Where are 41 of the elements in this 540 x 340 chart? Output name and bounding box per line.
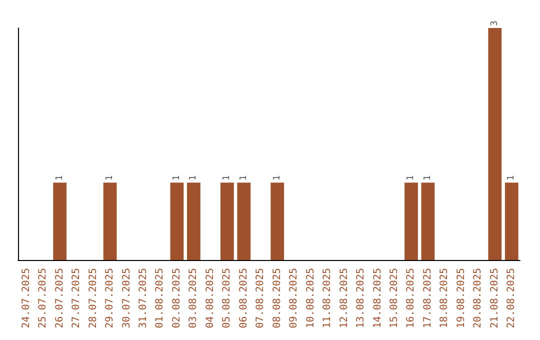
x-tick-label: 01.08.2025 <box>154 268 166 328</box>
data-label: 1 <box>506 175 517 181</box>
x-tick-label: 05.08.2025 <box>222 268 233 328</box>
x-tick-label: 11.08.2025 <box>322 268 334 328</box>
data-label: 1 <box>272 175 282 181</box>
x-tick-label: 10.08.2025 <box>305 268 316 328</box>
x-tick-label: 02.08.2025 <box>171 268 182 328</box>
data-label: 1 <box>406 175 416 181</box>
x-tick-label: 13.08.2025 <box>356 268 367 328</box>
x-tick-label: 04.08.2025 <box>204 268 216 328</box>
x-tick-label: 22.08.2025 <box>506 268 518 328</box>
x-tick-label: 15.08.2025 <box>389 268 400 328</box>
data-label: 1 <box>422 175 433 181</box>
x-tick-label: 14.08.2025 <box>372 268 384 328</box>
x-tick-label: 08.08.2025 <box>272 268 283 328</box>
x-tick-label: 19.08.2025 <box>456 268 467 328</box>
x-tick-label: 09.08.2025 <box>288 268 300 328</box>
x-tick-label: 28.07.2025 <box>88 268 99 328</box>
data-label: 1 <box>222 175 232 181</box>
x-tick-label: 24.07.2025 <box>20 268 32 328</box>
x-tick-label: 12.08.2025 <box>338 268 350 328</box>
data-label: 1 <box>172 175 182 181</box>
data-label: 3 <box>490 20 500 26</box>
data-label: 1 <box>188 175 199 181</box>
x-tick-label: 25.07.2025 <box>38 268 49 328</box>
x-tick-label: 29.07.2025 <box>104 268 116 328</box>
x-tick-label: 30.07.2025 <box>121 268 132 328</box>
x-tick-label: 17.08.2025 <box>422 268 434 328</box>
x-tick-label: 16.08.2025 <box>406 268 417 328</box>
data-label: 1 <box>105 175 116 181</box>
x-tick-label: 03.08.2025 <box>188 268 200 328</box>
data-label: 1 <box>238 175 249 181</box>
x-tick-label: 06.08.2025 <box>238 268 250 328</box>
x-tick-label: 26.07.2025 <box>54 268 66 328</box>
x-tick-label: 18.08.2025 <box>439 268 450 328</box>
x-tick-label: 27.07.2025 <box>71 268 82 328</box>
data-label: 1 <box>54 175 65 181</box>
x-tick-label: 31.07.2025 <box>138 268 149 328</box>
x-tick-label: 20.08.2025 <box>472 268 484 328</box>
x-tick-label: 21.08.2025 <box>489 268 500 328</box>
x-tick-label: 07.08.2025 <box>255 268 266 328</box>
